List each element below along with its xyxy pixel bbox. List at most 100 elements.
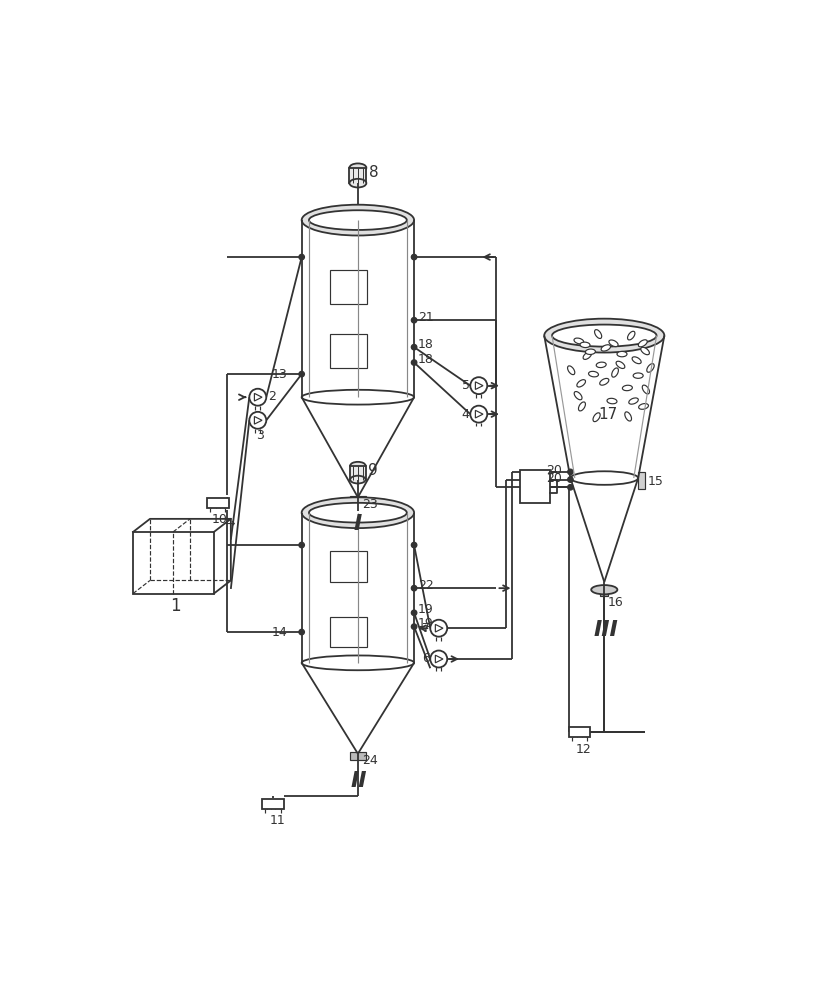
Ellipse shape — [641, 347, 650, 355]
Ellipse shape — [349, 163, 366, 172]
Bar — [330, 617, 367, 647]
Circle shape — [299, 542, 304, 548]
Text: 19: 19 — [418, 617, 434, 630]
Text: 23: 23 — [361, 498, 378, 511]
Ellipse shape — [616, 361, 625, 368]
Text: 19: 19 — [418, 603, 434, 616]
Text: 15: 15 — [647, 475, 663, 488]
Circle shape — [249, 389, 266, 406]
Text: 6: 6 — [422, 652, 430, 666]
Ellipse shape — [642, 385, 650, 394]
Text: I: I — [353, 514, 361, 534]
Bar — [330, 334, 367, 368]
Circle shape — [299, 629, 304, 635]
Circle shape — [567, 469, 573, 475]
Ellipse shape — [633, 373, 643, 378]
Circle shape — [567, 485, 573, 490]
Ellipse shape — [632, 357, 641, 364]
Text: 12: 12 — [575, 743, 592, 756]
Ellipse shape — [628, 398, 638, 404]
Text: 16: 16 — [608, 596, 624, 609]
Text: 7: 7 — [422, 622, 430, 635]
Text: III: III — [593, 620, 619, 640]
Ellipse shape — [567, 366, 575, 375]
Circle shape — [249, 412, 266, 429]
Text: 18: 18 — [418, 353, 434, 366]
Text: 14: 14 — [272, 626, 288, 639]
Ellipse shape — [309, 210, 407, 230]
Circle shape — [470, 377, 488, 394]
Ellipse shape — [585, 349, 595, 354]
Text: 4: 4 — [462, 408, 470, 421]
Ellipse shape — [350, 476, 365, 483]
Text: 20: 20 — [545, 472, 562, 485]
Text: 24: 24 — [361, 754, 378, 767]
Ellipse shape — [302, 390, 414, 405]
Text: II: II — [350, 771, 366, 791]
Ellipse shape — [638, 340, 647, 347]
Text: 10: 10 — [212, 513, 227, 526]
Bar — [207, 498, 229, 508]
Text: 8: 8 — [369, 165, 379, 180]
Ellipse shape — [583, 352, 592, 359]
Bar — [330, 270, 367, 304]
Ellipse shape — [639, 404, 649, 409]
Ellipse shape — [628, 331, 635, 340]
Text: 2: 2 — [269, 390, 277, 403]
Ellipse shape — [574, 338, 584, 344]
Text: 1: 1 — [170, 597, 181, 615]
Ellipse shape — [302, 205, 414, 235]
Ellipse shape — [600, 378, 609, 385]
Ellipse shape — [302, 655, 414, 670]
Ellipse shape — [580, 342, 590, 348]
Ellipse shape — [577, 380, 585, 387]
Ellipse shape — [647, 364, 654, 372]
Ellipse shape — [591, 585, 617, 594]
Circle shape — [567, 477, 573, 482]
Text: 11: 11 — [269, 814, 285, 827]
Text: 9: 9 — [368, 463, 378, 478]
Circle shape — [411, 585, 417, 591]
Ellipse shape — [545, 319, 664, 353]
Circle shape — [411, 610, 417, 615]
Ellipse shape — [552, 325, 657, 347]
Bar — [601, 590, 608, 596]
Bar — [262, 799, 284, 809]
Text: 3: 3 — [256, 429, 264, 442]
Circle shape — [411, 318, 417, 323]
Ellipse shape — [594, 330, 602, 338]
Bar — [350, 752, 365, 760]
Circle shape — [299, 254, 304, 260]
Text: 21: 21 — [418, 311, 434, 324]
Ellipse shape — [349, 179, 366, 187]
Bar — [350, 466, 365, 480]
Ellipse shape — [579, 402, 585, 411]
Circle shape — [299, 371, 304, 377]
Text: 17: 17 — [598, 407, 617, 422]
Text: 5: 5 — [462, 379, 470, 392]
Text: 13: 13 — [272, 368, 288, 381]
Ellipse shape — [609, 340, 618, 347]
Circle shape — [431, 620, 447, 637]
Ellipse shape — [302, 497, 414, 528]
Text: 22: 22 — [418, 579, 434, 592]
Circle shape — [411, 254, 417, 260]
Text: 20: 20 — [545, 464, 562, 477]
Circle shape — [431, 651, 447, 667]
Text: 18: 18 — [418, 338, 434, 351]
Bar — [350, 496, 365, 503]
Ellipse shape — [625, 412, 632, 421]
Bar — [349, 168, 366, 183]
Bar — [638, 472, 645, 489]
Ellipse shape — [623, 385, 632, 391]
Text: →: → — [225, 518, 235, 531]
Circle shape — [411, 360, 417, 365]
Circle shape — [470, 406, 488, 423]
Bar — [330, 551, 367, 582]
Ellipse shape — [617, 351, 627, 357]
Bar — [569, 727, 590, 737]
Ellipse shape — [596, 362, 606, 368]
Circle shape — [411, 624, 417, 629]
Ellipse shape — [607, 398, 617, 404]
Ellipse shape — [612, 368, 619, 377]
